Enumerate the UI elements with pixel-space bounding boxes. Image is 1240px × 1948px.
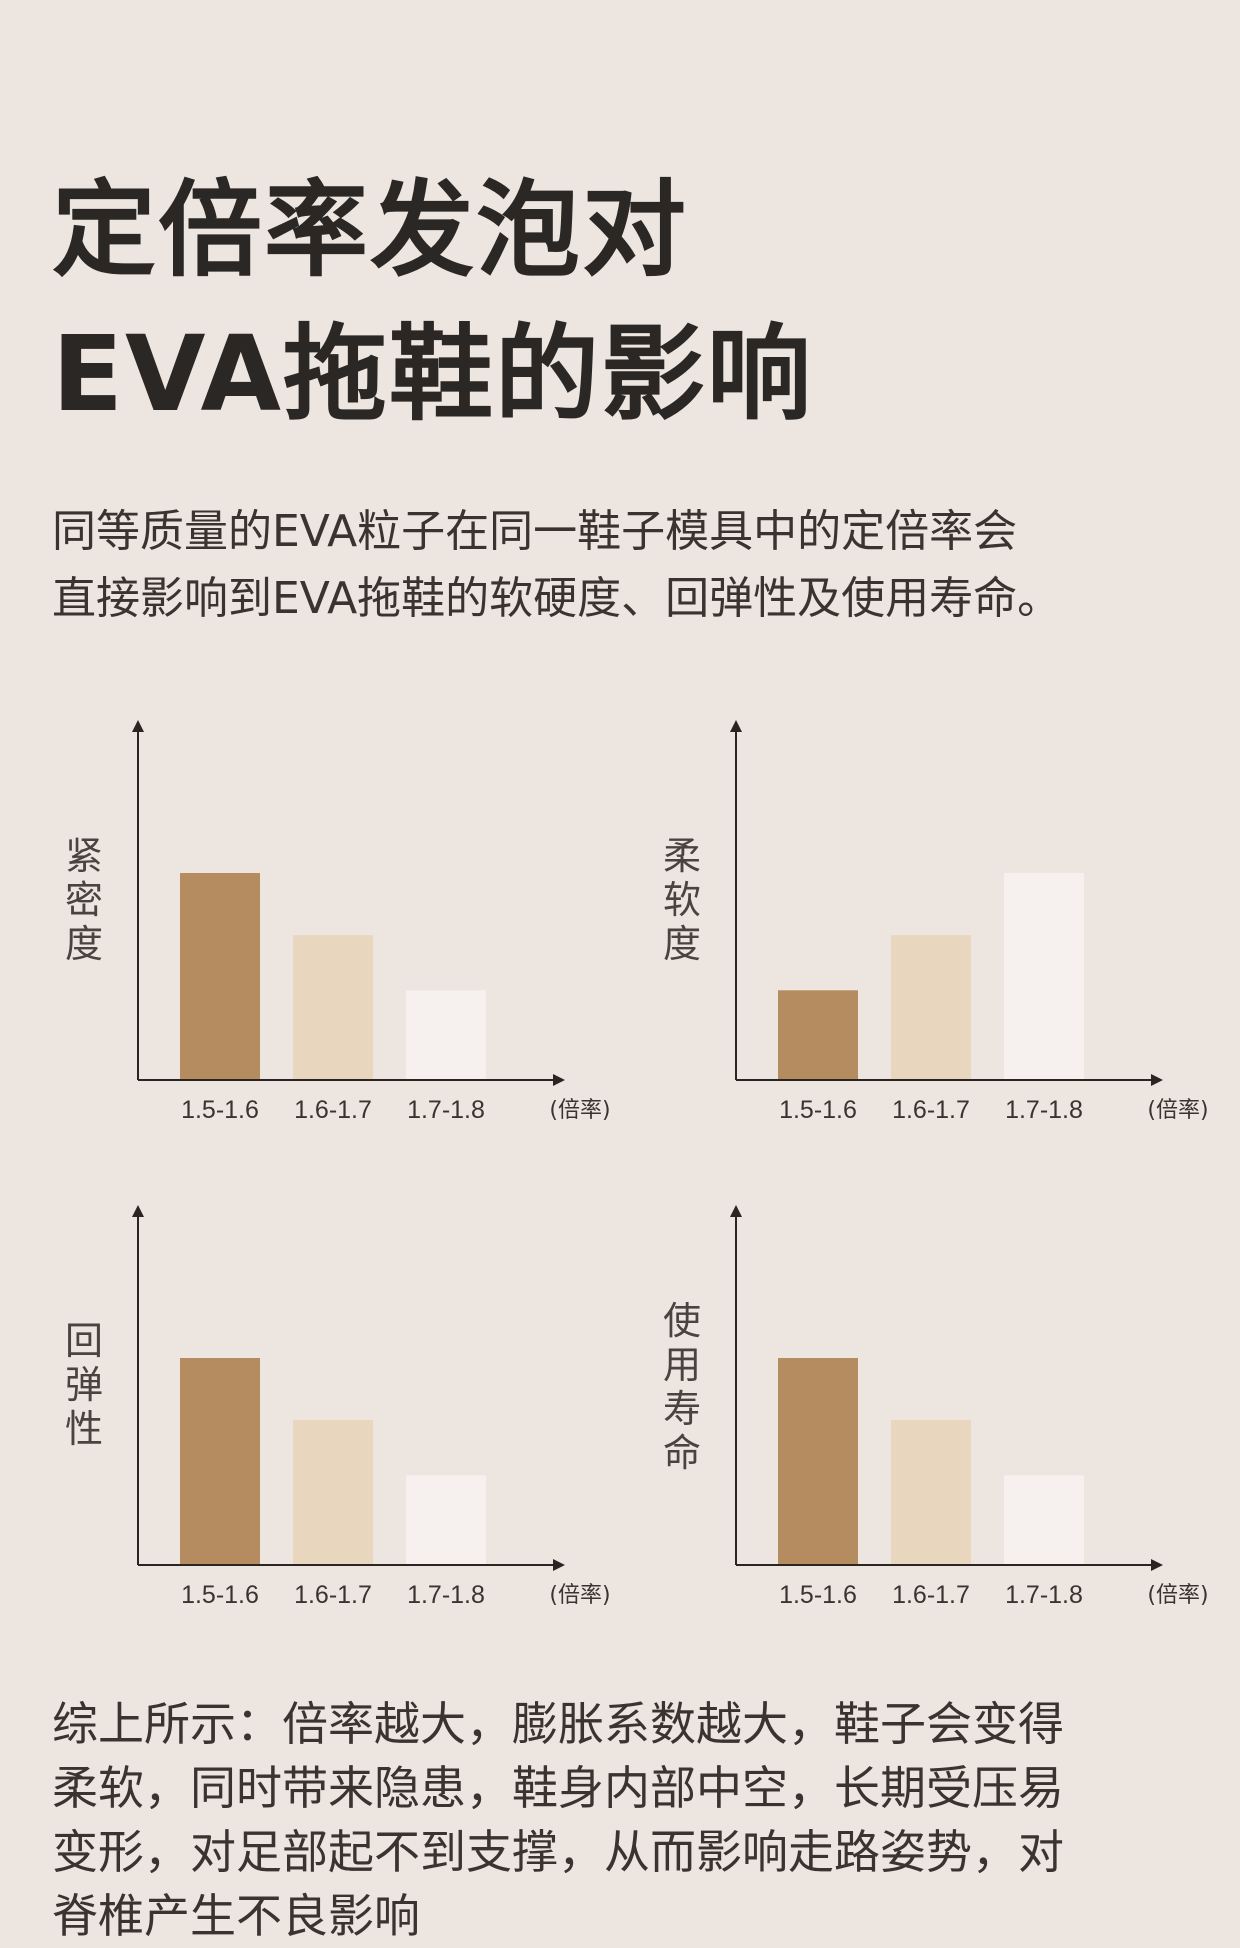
intro-paragraph: 同等质量的EVA粒子在同一鞋子模具中的定倍率会 直接影响到EVA拖鞋的软硬度、回… <box>52 498 1202 632</box>
chart-svg: 1.5-1.6 1.6-1.7 1.7-1.8 (倍率) <box>132 720 611 1124</box>
x-axis-arrow <box>553 1559 565 1571</box>
bar-1.5-1.6 <box>778 1358 858 1565</box>
y-axis-arrow <box>730 1205 742 1217</box>
bar-1.7-1.8 <box>406 990 486 1080</box>
chart-service-life: 使用寿命 1.5-1.6 1.6-1.7 1.7-1.8 (倍率) <box>658 1195 1209 1615</box>
title-line-2: EVA拖鞋的影响 <box>52 313 813 435</box>
x-tick-label: 1.6-1.7 <box>892 1581 970 1609</box>
x-tick-label: 1.6-1.7 <box>294 1581 372 1609</box>
x-tick-label: 1.6-1.7 <box>892 1096 970 1124</box>
summary-line-2: 柔软，同时带来隐患，鞋身内部中空，长期受压易 <box>52 1761 1064 1815</box>
chart-softness: 柔软度 1.5-1.6 1.6-1.7 1.7-1.8 (倍率) <box>658 710 1209 1130</box>
x-axis-arrow <box>1151 1559 1163 1571</box>
page-title: 定倍率发泡对 EVA拖鞋的影响 <box>52 158 813 446</box>
x-axis-label: (倍率) <box>1147 1583 1208 1608</box>
chart-y-label: 回弹性 <box>64 1319 103 1451</box>
x-tick-label: 1.5-1.6 <box>181 1581 259 1609</box>
x-tick-label: 1.5-1.6 <box>779 1096 857 1124</box>
bar-1.6-1.7 <box>293 1420 373 1565</box>
x-axis-label: (倍率) <box>549 1098 610 1123</box>
x-axis-label: (倍率) <box>1147 1098 1208 1123</box>
bar-1.7-1.8 <box>1004 873 1084 1080</box>
chart-y-label: 使用寿命 <box>662 1299 701 1475</box>
bar-1.5-1.6 <box>180 873 260 1080</box>
summary-line-3: 变形，对足部起不到支撑，从而影响走路姿势，对 <box>52 1825 1064 1879</box>
bar-1.7-1.8 <box>1004 1475 1084 1565</box>
bar-1.7-1.8 <box>406 1475 486 1565</box>
x-tick-label: 1.7-1.8 <box>1005 1096 1083 1124</box>
y-axis-arrow <box>132 1205 144 1217</box>
intro-line-2: 直接影响到EVA拖鞋的软硬度、回弹性及使用寿命。 <box>52 573 1062 624</box>
x-tick-label: 1.6-1.7 <box>294 1096 372 1124</box>
bar-1.6-1.7 <box>891 1420 971 1565</box>
x-axis-arrow <box>553 1074 565 1086</box>
bar-1.5-1.6 <box>778 990 858 1080</box>
bar-1.6-1.7 <box>891 935 971 1080</box>
x-tick-label: 1.7-1.8 <box>407 1096 485 1124</box>
intro-line-1: 同等质量的EVA粒子在同一鞋子模具中的定倍率会 <box>52 506 1018 557</box>
chart-svg: 1.5-1.6 1.6-1.7 1.7-1.8 (倍率) <box>730 720 1209 1124</box>
x-axis-arrow <box>1151 1074 1163 1086</box>
x-tick-label: 1.7-1.8 <box>407 1581 485 1609</box>
chart-y-label: 紧密度 <box>64 834 103 966</box>
bar-1.5-1.6 <box>180 1358 260 1565</box>
y-axis-arrow <box>730 720 742 732</box>
x-tick-label: 1.7-1.8 <box>1005 1581 1083 1609</box>
title-line-1: 定倍率发泡对 <box>52 169 689 291</box>
chart-density: 紧密度 1.5-1.6 1.6-1.7 1.7-1.8 (倍率) <box>60 710 611 1130</box>
y-axis-arrow <box>132 720 144 732</box>
chart-svg: 1.5-1.6 1.6-1.7 1.7-1.8 (倍率) <box>730 1205 1209 1609</box>
x-tick-label: 1.5-1.6 <box>779 1581 857 1609</box>
chart-y-label: 柔软度 <box>662 834 701 966</box>
chart-resilience: 回弹性 1.5-1.6 1.6-1.7 1.7-1.8 (倍率) <box>60 1195 611 1615</box>
summary-paragraph: 综上所示：倍率越大，膨胀系数越大，鞋子会变得 柔软，同时带来隐患，鞋身内部中空，… <box>52 1692 1202 1948</box>
bar-1.6-1.7 <box>293 935 373 1080</box>
x-tick-label: 1.5-1.6 <box>181 1096 259 1124</box>
chart-svg: 1.5-1.6 1.6-1.7 1.7-1.8 (倍率) <box>132 1205 611 1609</box>
x-axis-label: (倍率) <box>549 1583 610 1608</box>
summary-line-1: 综上所示：倍率越大，膨胀系数越大，鞋子会变得 <box>52 1697 1064 1751</box>
summary-line-4: 脊椎产生不良影响 <box>52 1889 420 1943</box>
